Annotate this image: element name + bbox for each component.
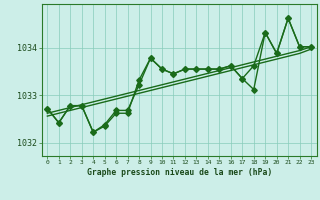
X-axis label: Graphe pression niveau de la mer (hPa): Graphe pression niveau de la mer (hPa) [87, 168, 272, 177]
